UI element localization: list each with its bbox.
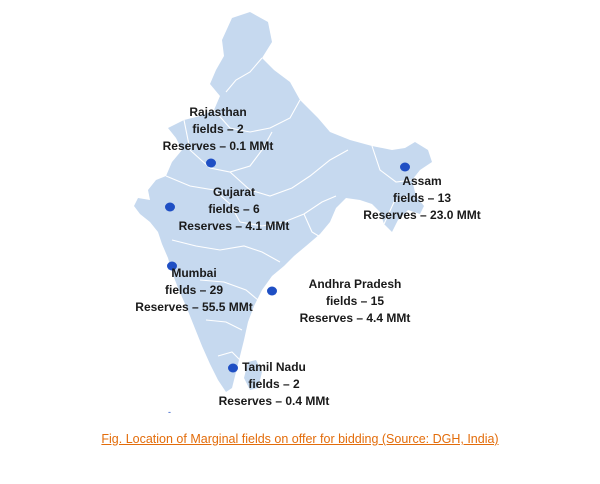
map-dash: -: [168, 407, 171, 417]
marker-assam: [400, 162, 410, 172]
andhra-pradesh-reserves: Reserves – 4.4 MMt: [299, 311, 411, 325]
marker-gujarat: [165, 202, 175, 212]
india-landmass: [134, 12, 432, 392]
assam-name: Assam: [402, 174, 442, 188]
assam-fields: fields – 13: [392, 191, 452, 205]
label-andhra-pradesh: Andhra Pradesh fields – 15 Reserves – 4.…: [300, 276, 411, 327]
marker-rajasthan: [206, 158, 216, 168]
rajasthan-reserves: Reserves – 0.1 MMt: [162, 139, 274, 153]
tamil-nadu-fields: fields – 2: [248, 377, 300, 391]
label-assam: Assam fields – 13 Reserves – 23.0 MMt: [363, 173, 480, 224]
label-gujarat: Gujarat fields – 6 Reserves – 4.1 MMt: [179, 184, 290, 235]
tamil-nadu-name: Tamil Nadu: [242, 360, 306, 374]
rajasthan-name: Rajasthan: [189, 105, 247, 119]
figure-caption: Fig. Location of Marginal fields on offe…: [101, 432, 499, 446]
marker-mumbai: [167, 261, 177, 271]
field-markers: [165, 158, 410, 373]
tamil-nadu-reserves: Reserves – 0.4 MMt: [218, 394, 330, 408]
label-mumbai: Mumbai fields – 29 Reserves – 55.5 MMt: [135, 265, 252, 316]
state-borders: [165, 57, 413, 361]
rajasthan-fields: fields – 2: [192, 122, 244, 136]
label-rajasthan: Rajasthan fields – 2 Reserves – 0.1 MMt: [163, 104, 274, 155]
gujarat-fields: fields – 6: [208, 202, 260, 216]
gujarat-name: Gujarat: [212, 185, 256, 199]
andhra-pradesh-fields: fields – 15: [325, 294, 385, 308]
mumbai-fields: fields – 29: [164, 283, 224, 297]
label-tamil-nadu: Tamil Nadu fields – 2 Reserves – 0.4 MMt: [219, 359, 330, 410]
india-map: - Rajasthan fields – 2 Reserves – 0.1 MM…: [134, 12, 481, 417]
andhra-pradesh-name: Andhra Pradesh: [308, 277, 402, 291]
marker-andhra-pradesh: [267, 286, 277, 296]
gujarat-reserves: Reserves – 4.1 MMt: [178, 219, 290, 233]
assam-reserves: Reserves – 23.0 MMt: [363, 208, 481, 222]
mumbai-name: Mumbai: [171, 266, 217, 280]
india-map-shape: -: [134, 12, 432, 417]
mumbai-reserves: Reserves – 55.5 MMt: [135, 300, 253, 314]
marker-tamil-nadu: [228, 363, 238, 373]
sri-lanka: [244, 360, 262, 390]
